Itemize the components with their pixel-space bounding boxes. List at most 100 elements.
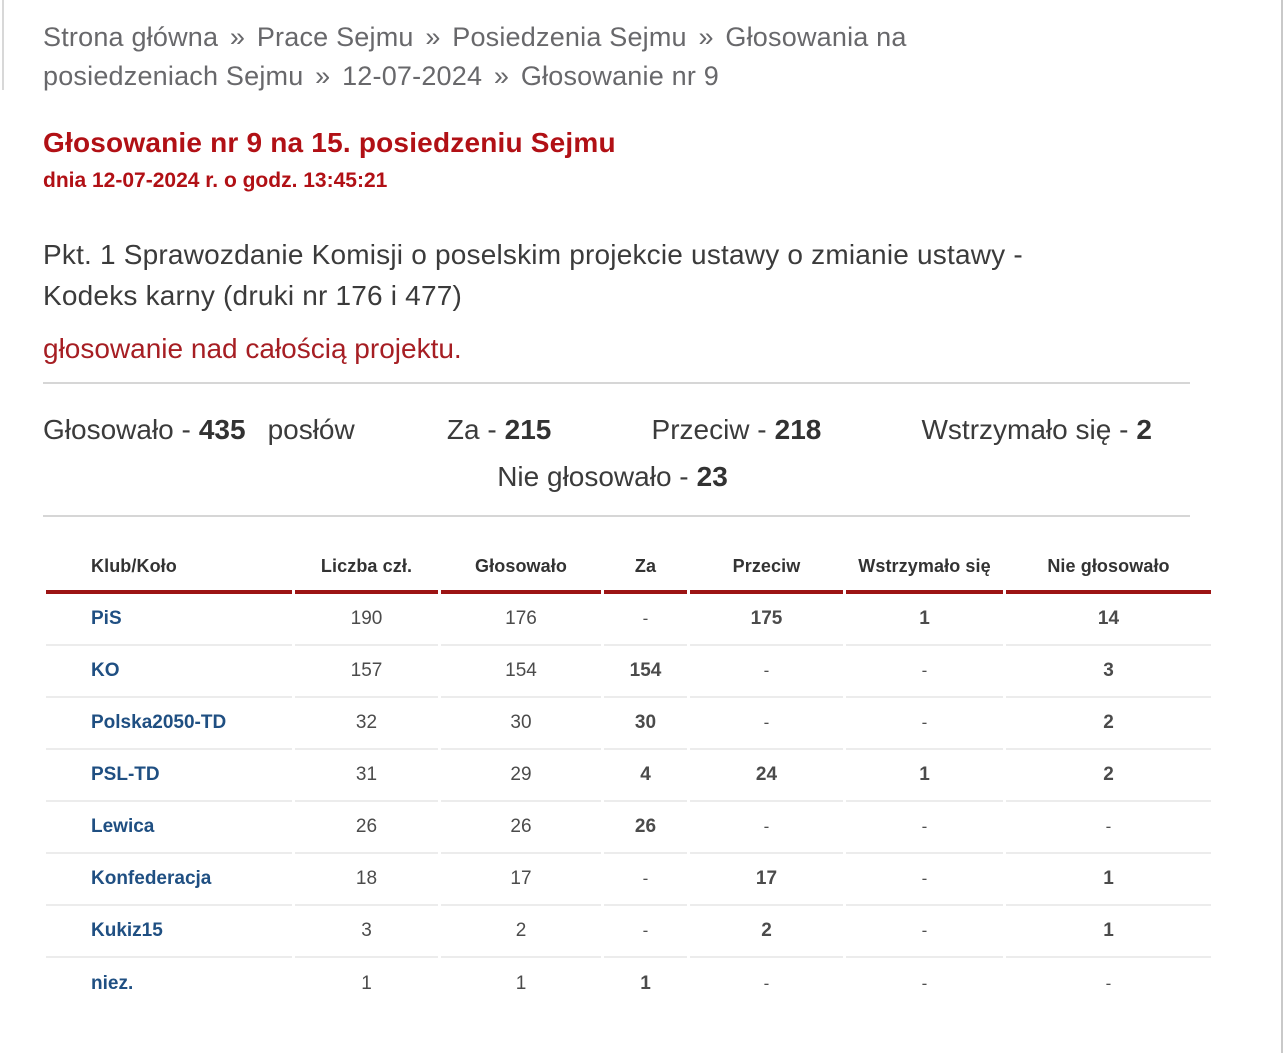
voted-cell: 17 [441, 854, 601, 906]
przeciw-cell: - [690, 802, 843, 854]
nie-glosowalo-cell: 14 [1006, 594, 1211, 646]
members-cell: 26 [295, 802, 438, 854]
club-link-pis[interactable]: PiS [91, 608, 122, 629]
za-cell: - [604, 594, 687, 646]
przeciw-cell: - [690, 698, 843, 750]
za-cell: 26 [604, 802, 687, 854]
vote-subject-text: głosowanie nad całością projektu. [43, 333, 462, 364]
nie-glosowalo-cell: 2 [1006, 698, 1211, 750]
przeciw-cell: 24 [690, 750, 843, 802]
summary-row-primary: Głosowało -435 posłów Za -215 Przeciw -21… [43, 414, 1190, 446]
summary-row-secondary: Nie głosowało -23 [43, 461, 1190, 493]
summary-nie-glosowalo-label: Nie głosowało - [497, 461, 689, 492]
nie-glosowalo-cell: - [1105, 974, 1112, 993]
voted-cell: 26 [441, 802, 601, 854]
summary-za-value: 215 [504, 414, 552, 445]
club-link-polska2050[interactable]: Polska2050-TD [91, 712, 227, 733]
column-header-glosowalo: Głosowało [441, 546, 601, 594]
column-header-klub: Klub/Koło [46, 546, 292, 594]
club-link-ko[interactable]: KO [91, 660, 120, 681]
przeciw-cell: 17 [690, 854, 843, 906]
summary-przeciw-value: 218 [774, 414, 822, 445]
table-row: Konfederacja 18 17 - 17 - 1 [46, 854, 1211, 906]
nie-glosowalo-cell: 2 [1006, 750, 1211, 802]
summary-przeciw: Przeciw -218 [652, 414, 830, 446]
summary-wstrzymalo-value: 2 [1136, 414, 1152, 445]
club-cell: PSL-TD [46, 750, 292, 802]
members-cell: 31 [295, 750, 438, 802]
wstrzymalo-cell: - [846, 854, 1003, 906]
voted-cell: 29 [441, 750, 601, 802]
wstrzymalo-cell: - [846, 802, 1003, 854]
za-cell: - [604, 854, 687, 906]
club-cell: Kukiz15 [46, 906, 292, 958]
breadcrumb-separator: » [425, 22, 441, 52]
nie-glosowalo-cell: 1 [1006, 854, 1211, 906]
wstrzymalo-cell: - [846, 906, 1003, 958]
club-link-kukiz15[interactable]: Kukiz15 [91, 920, 163, 941]
breadcrumb-link-date[interactable]: 12-07-2024 [342, 61, 483, 91]
club-link-konfederacja[interactable]: Konfederacja [91, 868, 212, 889]
przeciw-cell: 2 [690, 906, 843, 958]
members-cell: 32 [295, 698, 438, 750]
za-cell: 4 [604, 750, 687, 802]
breadcrumb: Strona główna » Prace Sejmu » Posiedzeni… [43, 18, 1033, 96]
przeciw-cell: 175 [690, 594, 843, 646]
breadcrumb-separator: » [315, 61, 331, 91]
za-cell: 1 [640, 973, 651, 994]
page-left-edge-line [2, 0, 4, 90]
column-header-wstrzymalo: Wstrzymało się [846, 546, 1003, 594]
column-header-za: Za [604, 546, 687, 594]
table-header-row: Klub/Koło Liczba czł. Głosowało Za Przec… [46, 546, 1211, 594]
summary-wstrzymalo-label: Wstrzymało się - [921, 414, 1129, 445]
table-row: Polska2050-TD 32 30 30 - - 2 [46, 698, 1211, 750]
table-row: PSL-TD 31 29 4 24 1 2 [46, 750, 1211, 802]
nie-glosowalo-cell: 3 [1006, 646, 1211, 698]
breadcrumb-current: Głosowanie nr 9 [520, 61, 719, 91]
agenda-item-text: Pkt. 1 Sprawozdanie Komisji o poselskim … [43, 239, 1023, 311]
za-cell: 154 [604, 646, 687, 698]
votes-by-club-table: Klub/Koło Liczba czł. Głosowało Za Przec… [43, 546, 1214, 1010]
nie-glosowalo-cell: 1 [1006, 906, 1211, 958]
wstrzymalo-cell: 1 [846, 750, 1003, 802]
breadcrumb-separator: » [698, 22, 714, 52]
breadcrumb-link-strona-glowna[interactable]: Strona główna [43, 22, 219, 52]
summary-za-label: Za - [446, 414, 497, 445]
table-row: Lewica 26 26 26 - - - [46, 802, 1211, 854]
summary-za: Za -215 [447, 414, 560, 446]
za-cell: 30 [604, 698, 687, 750]
table-header: Klub/Koło Liczba czł. Głosowało Za Przec… [46, 546, 1211, 594]
breadcrumb-link-prace-sejmu[interactable]: Prace Sejmu [256, 22, 414, 52]
summary-total-voted: Głosowało -435 posłów [43, 414, 355, 446]
club-cell: niez. [46, 958, 292, 1010]
wstrzymalo-cell: - [921, 974, 928, 993]
table-row: PiS 190 176 - 175 1 14 [46, 594, 1211, 646]
table-row: niez. 1 1 1 - - - [46, 958, 1211, 1010]
page-right-edge-line [1281, 0, 1283, 1053]
wstrzymalo-cell: - [846, 646, 1003, 698]
voted-cell: 2 [441, 906, 601, 958]
przeciw-cell: - [690, 646, 843, 698]
divider-summary [43, 515, 1190, 517]
za-cell: - [604, 906, 687, 958]
divider-top [43, 382, 1190, 384]
breadcrumb-link-glosowania[interactable]: Głosowania na posiedzeniach Sejmu [43, 22, 907, 91]
members-cell: 3 [295, 906, 438, 958]
summary-total-voted-value: 435 [198, 414, 246, 445]
przeciw-cell: - [763, 974, 770, 993]
nie-glosowalo-cell: - [1006, 802, 1211, 854]
vote-datetime: dnia 12-07-2024 r. o godz. 13:45:21 [43, 169, 388, 192]
summary-total-voted-suffix: posłów [267, 414, 355, 445]
summary-przeciw-label: Przeciw - [651, 414, 767, 445]
club-cell: Polska2050-TD [46, 698, 292, 750]
voted-cell: 1 [515, 973, 527, 994]
summary-wstrzymalo: Wstrzymało się -2 [922, 414, 1160, 446]
club-cell: KO [46, 646, 292, 698]
club-link-niez[interactable]: niez. [91, 973, 134, 994]
club-link-lewica[interactable]: Lewica [91, 816, 155, 837]
club-link-psl-td[interactable]: PSL-TD [91, 764, 160, 785]
club-cell: Konfederacja [46, 854, 292, 906]
summary-total-voted-label: Głosowało - [43, 414, 191, 445]
breadcrumb-link-posiedzenia-sejmu[interactable]: Posiedzenia Sejmu [452, 22, 687, 52]
members-cell: 18 [295, 854, 438, 906]
